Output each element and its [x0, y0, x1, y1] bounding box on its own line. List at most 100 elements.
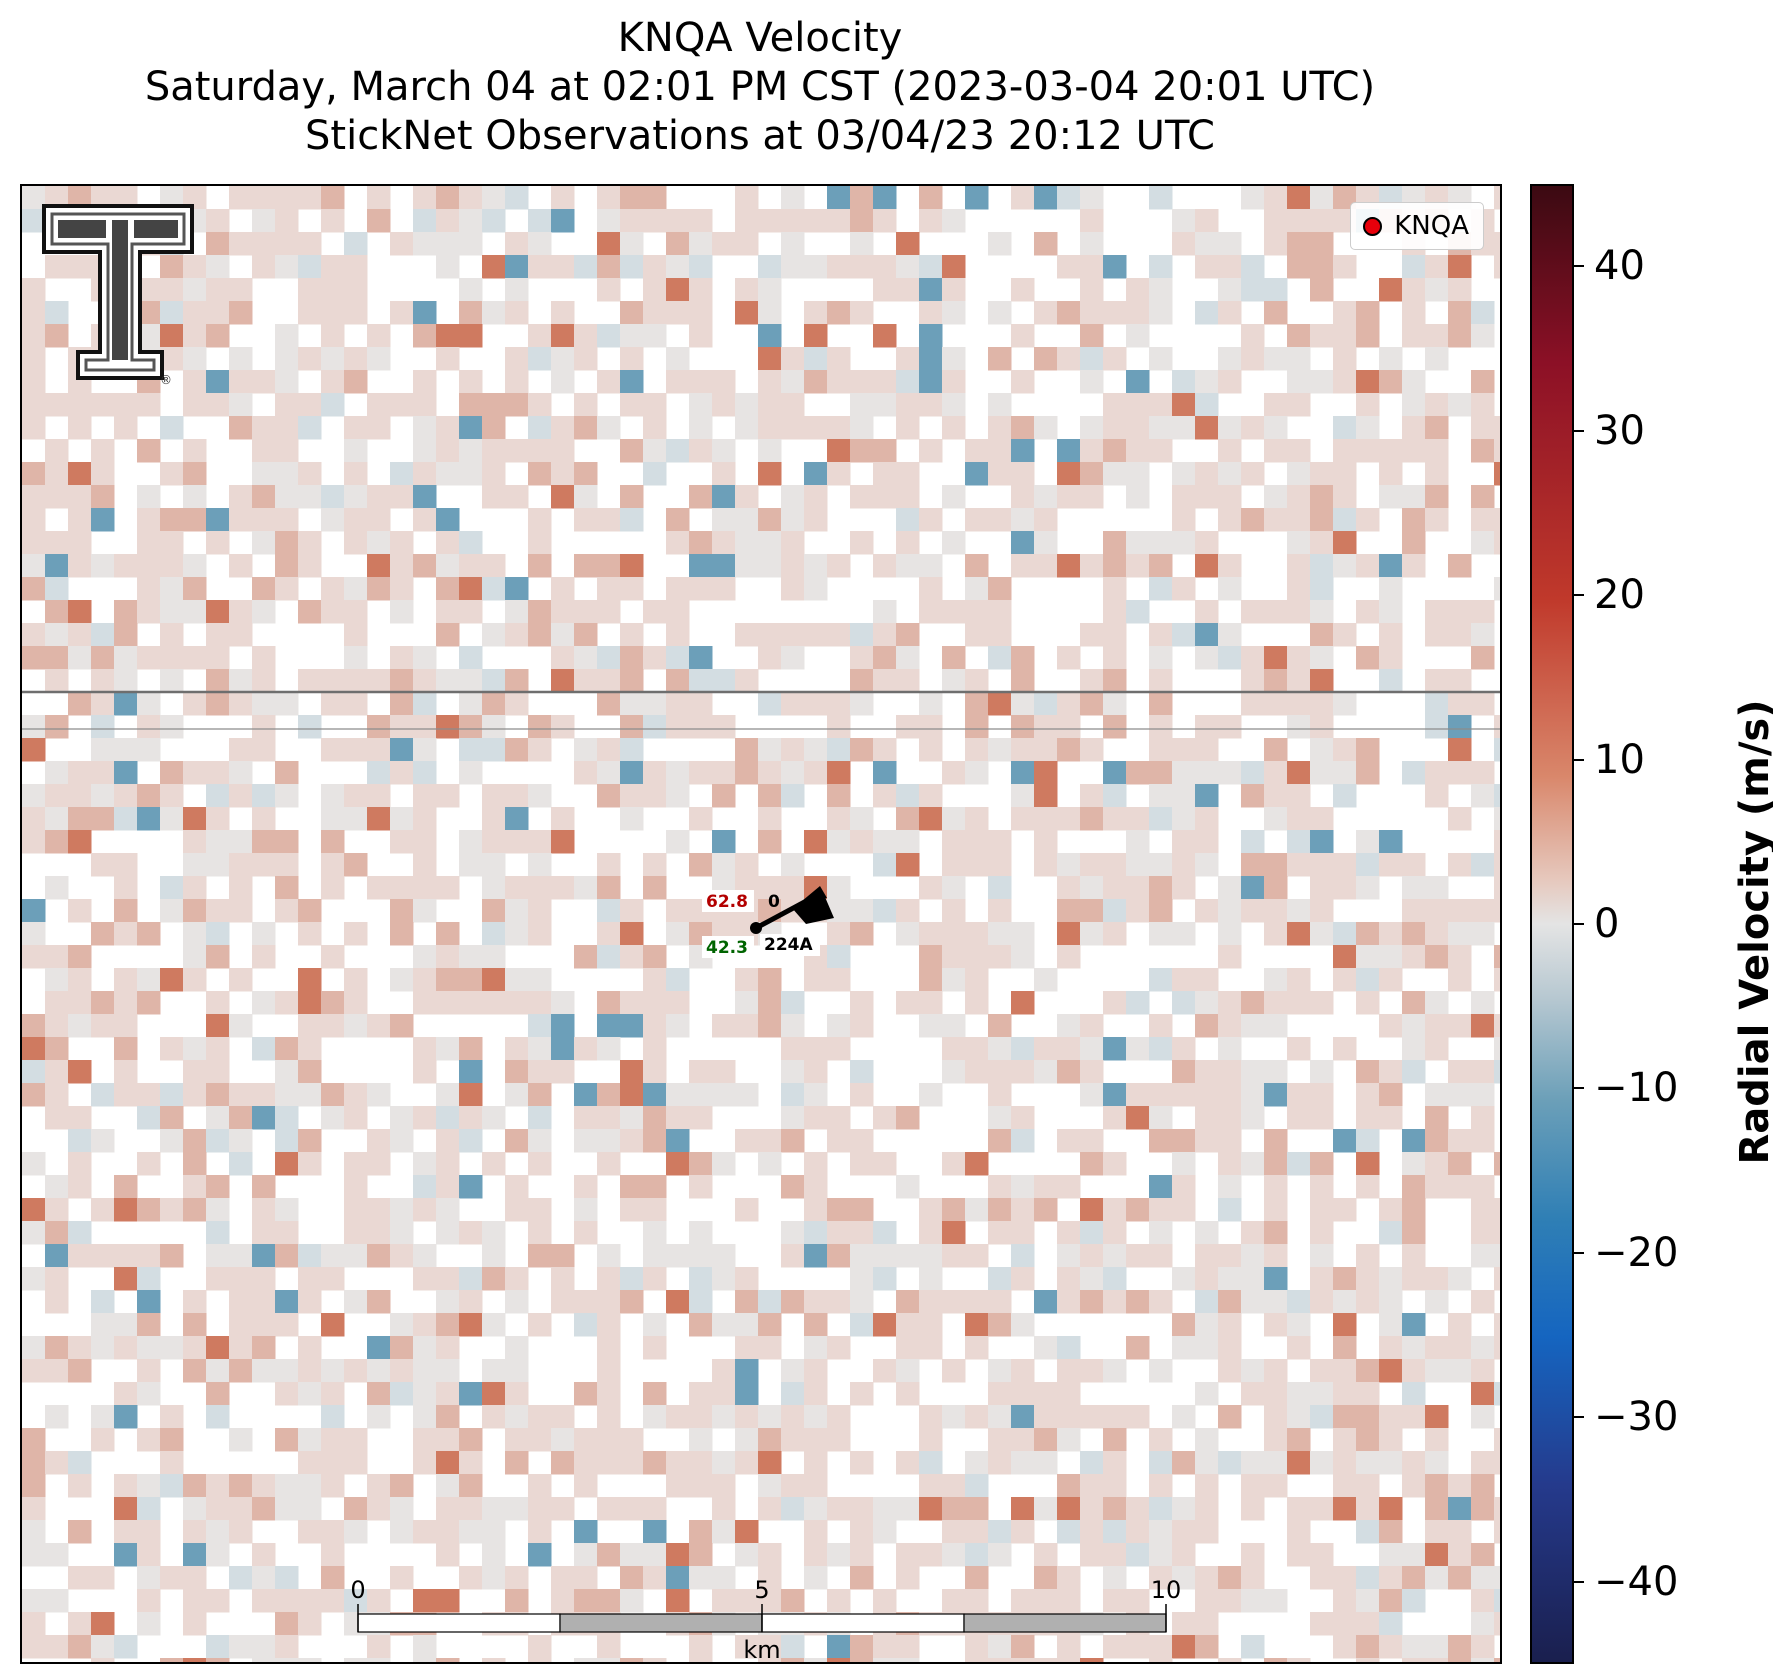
velocity-pixel: [367, 554, 391, 578]
velocity-pixel: [1034, 1589, 1058, 1613]
velocity-pixel: [275, 1037, 299, 1061]
velocity-pixel: [183, 1083, 207, 1107]
velocity-pixel: [528, 1198, 552, 1222]
velocity-pixel: [390, 1244, 414, 1268]
velocity-pixel: [1080, 1129, 1104, 1153]
velocity-pixel: [1310, 623, 1334, 647]
velocity-pixel: [413, 899, 437, 923]
velocity-pixel: [1471, 485, 1495, 509]
velocity-pixel: [1471, 692, 1495, 716]
velocity-pixel: [1057, 1566, 1081, 1590]
velocity-pixel: [1172, 462, 1196, 486]
velocity-pixel: [643, 1037, 667, 1061]
velocity-pixel: [183, 899, 207, 923]
velocity-pixel: [1172, 784, 1196, 808]
velocity-pixel: [758, 1152, 782, 1176]
velocity-pixel: [689, 370, 713, 394]
velocity-pixel: [1402, 1336, 1426, 1360]
velocity-pixel: [482, 255, 506, 279]
velocity-pixel: [459, 531, 483, 555]
velocity-pixel: [505, 1060, 529, 1084]
velocity-pixel: [712, 393, 736, 417]
velocity-pixel: [988, 1014, 1012, 1038]
velocity-pixel: [1356, 876, 1380, 900]
velocity-pixel: [45, 439, 69, 463]
velocity-pixel: [942, 255, 966, 279]
velocity-pixel: [1011, 1221, 1035, 1245]
velocity-pixel: [735, 853, 759, 877]
velocity-pixel: [229, 1635, 253, 1659]
velocity-pixel: [1287, 1083, 1311, 1107]
sticknet-station-224a[interactable]: 62.8 0 42.3 224A: [702, 886, 834, 958]
velocity-pixel: [689, 301, 713, 325]
velocity-pixel: [22, 646, 46, 670]
velocity-pixel: [1057, 1382, 1081, 1406]
velocity-pixel: [1218, 991, 1242, 1015]
velocity-pixel: [574, 669, 598, 693]
velocity-pixel: [91, 393, 115, 417]
velocity-pixel: [183, 1566, 207, 1590]
velocity-pixel: [252, 830, 276, 854]
velocity-pixel: [919, 1244, 943, 1268]
velocity-pixel: [1356, 600, 1380, 624]
velocity-pixel: [1034, 830, 1058, 854]
velocity-pixel: [1241, 1566, 1265, 1590]
velocity-pixel: [1494, 1382, 1500, 1406]
velocity-pixel: [1218, 485, 1242, 509]
velocity-pixel: [1172, 1129, 1196, 1153]
velocity-pixel: [505, 600, 529, 624]
velocity-pixel: [735, 1635, 759, 1659]
velocity-pixel: [413, 1382, 437, 1406]
colorbar-tick: [1574, 1580, 1584, 1583]
velocity-pixel: [1034, 1451, 1058, 1475]
velocity-pixel: [413, 738, 437, 762]
velocity-pixel: [1448, 1175, 1472, 1199]
velocity-pixel: [1011, 1428, 1035, 1452]
velocity-pixel: [1011, 531, 1035, 555]
velocity-pixel: [942, 922, 966, 946]
velocity-pixel: [1034, 1543, 1058, 1567]
velocity-pixel: [1425, 1267, 1449, 1291]
velocity-pixel: [1379, 1520, 1403, 1544]
velocity-pixel: [758, 830, 782, 854]
velocity-pixel: [689, 531, 713, 555]
velocity-pixel: [206, 278, 230, 302]
velocity-pixel: [528, 1428, 552, 1452]
velocity-pixel: [45, 1635, 69, 1659]
velocity-pixel: [1333, 439, 1357, 463]
velocity-pixel: [1402, 508, 1426, 532]
radar-map[interactable]: 62.8 0 42.3 224A 0 5 10 km: [20, 184, 1502, 1664]
velocity-pixel: [160, 1336, 184, 1360]
velocity-pixel: [390, 393, 414, 417]
velocity-pixel: [160, 669, 184, 693]
velocity-pixel: [482, 715, 506, 739]
velocity-pixel: [1126, 554, 1150, 578]
velocity-pixel: [1494, 738, 1500, 762]
velocity-pixel: [804, 1451, 828, 1475]
scale-bar: 0 5 10 km: [350, 1576, 1181, 1662]
velocity-pixel: [620, 347, 644, 371]
velocity-pixel: [574, 1290, 598, 1314]
velocity-pixel: [758, 1428, 782, 1452]
velocity-pixel: [597, 669, 621, 693]
velocity-pixel: [804, 301, 828, 325]
velocity-pixel: [1149, 1106, 1173, 1130]
velocity-pixel: [229, 738, 253, 762]
velocity-pixel: [689, 1405, 713, 1429]
colorbar-tick: [1574, 1416, 1584, 1419]
velocity-pixel: [390, 1313, 414, 1337]
velocity-pixel: [413, 554, 437, 578]
velocity-pixel: [988, 1106, 1012, 1130]
velocity-pixel: [1011, 715, 1035, 739]
velocity-pixel: [183, 462, 207, 486]
velocity-pixel: [1126, 439, 1150, 463]
velocity-pixel: [160, 1428, 184, 1452]
velocity-pixel: [620, 738, 644, 762]
velocity-pixel: [758, 531, 782, 555]
velocity-pixel: [206, 646, 230, 670]
velocity-pixel: [344, 692, 368, 716]
velocity-pixel: [137, 968, 161, 992]
velocity-pixel: [390, 807, 414, 831]
velocity-pixel: [1103, 1589, 1127, 1613]
velocity-pixel: [1264, 1129, 1288, 1153]
